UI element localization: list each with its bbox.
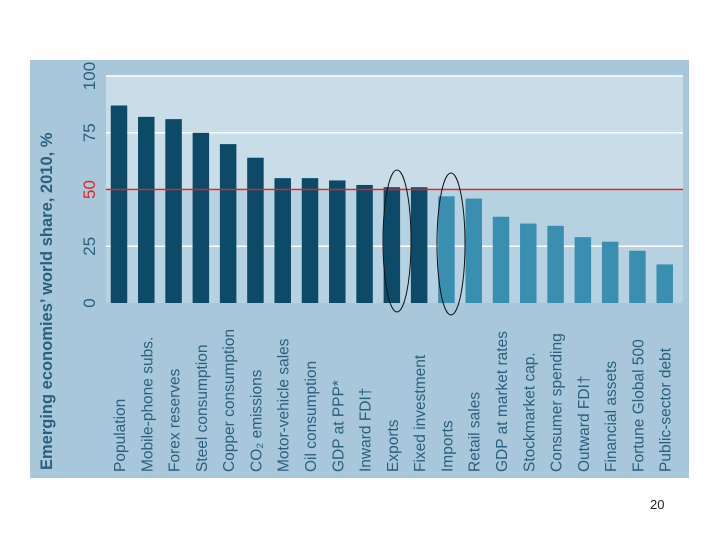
bar-population [110, 105, 128, 303]
bar-forex-reserves [165, 119, 182, 303]
y-axis-title: Emerging economies’ world share, 2010, % [38, 132, 56, 470]
bar-gdp-at-ppp [329, 180, 346, 303]
bar-fortune-global-500 [629, 250, 646, 303]
page-number: 20 [650, 497, 665, 512]
highlight-imports-ellipse [436, 172, 466, 316]
x-tick-label: Steel consumption [194, 344, 211, 472]
bar-outward-fdi [574, 237, 592, 303]
bars [110, 105, 673, 303]
bar-retail-sales [465, 198, 482, 303]
bar-consumer-spending [547, 225, 564, 303]
highlight-exports-ellipse [382, 169, 412, 313]
bar-fixed-investment [410, 187, 428, 303]
y-axis-ticks: 0 25 50 75 100 [80, 62, 99, 308]
bar-imports [438, 196, 455, 303]
x-tick-label: Inward FDI† [358, 388, 375, 472]
x-tick-label: Stockmarket cap. [521, 352, 538, 472]
x-tick-label: Fixed investment [412, 354, 429, 472]
x-tick-label: Imports [439, 420, 456, 472]
x-tick-label: Oil consumption [303, 361, 320, 472]
x-tick-label: Forex reserves [167, 368, 184, 472]
bar-oil-consumption [301, 178, 319, 303]
x-tick-label: Retail sales [467, 392, 484, 472]
bar-public-sector-debt [656, 264, 673, 303]
y-tick-label: 100 [80, 62, 99, 90]
y-tick-label: 50 [80, 180, 99, 199]
x-tick-label: Population [112, 399, 129, 472]
x-tick-label: Outward FDI† [576, 376, 593, 472]
bar-steel-consumption [192, 132, 210, 303]
x-tick-label: Exports [385, 419, 402, 472]
x-tick-label: Financial assets [603, 361, 620, 472]
x-axis-labels: Population Mobile-phone subs. Forex reserv… [112, 329, 675, 472]
x-tick-label: GDP at PPP* [330, 380, 347, 472]
bar-motor-vehicle-sales [274, 178, 291, 303]
x-tick-label: Copper consumption [221, 329, 238, 472]
x-tick-label: GDP at market rates [494, 331, 511, 472]
bar-mobile-phone-subs [138, 116, 155, 303]
x-tick-label: Fortune Global 500 [630, 339, 647, 472]
x-tick-label: Mobile-phone subs. [139, 337, 156, 472]
x-tick-label: CO₂ emissions [248, 369, 265, 472]
bar-exports [383, 187, 401, 303]
bar-co-emissions [247, 157, 264, 303]
y-tick-label: 75 [80, 123, 99, 142]
bar-inward-fdi [356, 184, 373, 303]
x-tick-label: Public-sector debt [658, 347, 675, 472]
y-tick-label: 0 [80, 298, 99, 307]
x-tick-label: Motor-vehicle sales [276, 338, 293, 472]
x-tick-label: Consumer spending [549, 333, 566, 472]
bar-gdp-at-market-rates [492, 216, 510, 303]
bar-financial-assets [601, 241, 619, 303]
bar-stockmarket-cap [520, 223, 537, 303]
bar-copper-consumption [219, 144, 237, 303]
y-tick-label: 25 [80, 237, 99, 256]
